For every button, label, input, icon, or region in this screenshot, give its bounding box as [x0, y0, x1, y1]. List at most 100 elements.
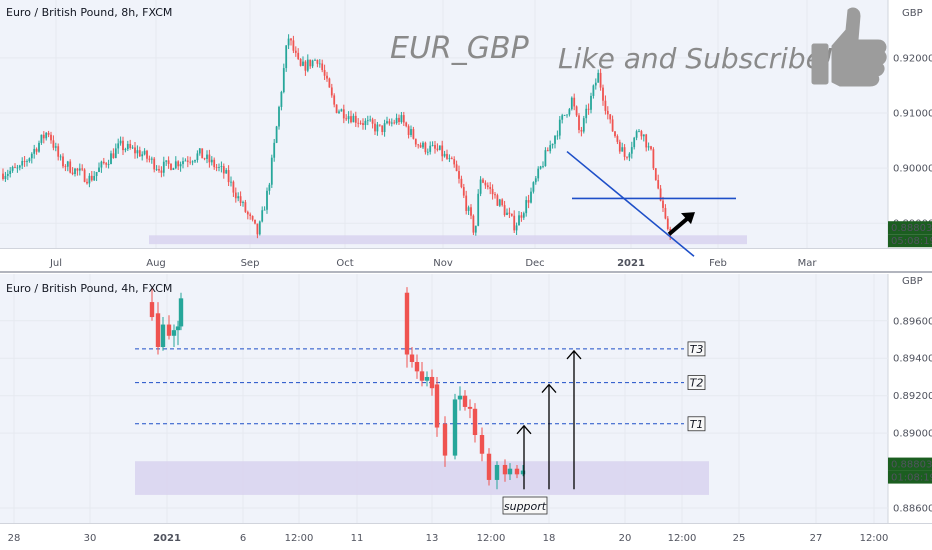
candle-body [201, 148, 204, 159]
candle-body [208, 154, 211, 163]
candle-body [510, 213, 513, 216]
candle-body [47, 132, 50, 135]
y-tick-label: 0.89400 [893, 354, 932, 365]
candle-body [138, 150, 141, 157]
candle-body [659, 188, 662, 201]
candle-body [470, 207, 472, 216]
countdown-label: 01:08:19 [891, 473, 932, 484]
candle-body [287, 38, 290, 46]
candle-body [263, 209, 266, 211]
x-tick-label: 11 [351, 533, 364, 544]
candle-body [171, 330, 177, 336]
target-label-box [687, 341, 706, 357]
candle-body [275, 126, 278, 143]
candle-body [587, 108, 590, 110]
candle-body [160, 170, 163, 173]
candle-body [381, 125, 384, 132]
x-tick-label: 12:00 [285, 533, 314, 544]
candle-body [452, 399, 458, 456]
candle-body [105, 163, 108, 165]
candle-body [83, 169, 86, 182]
candle-body [227, 170, 230, 183]
candle-body [215, 167, 218, 168]
candle-body [198, 148, 201, 154]
candle-body [23, 161, 26, 162]
candle-body [242, 202, 244, 203]
candle-body [254, 219, 256, 224]
y-tick-label: 0.89600 [893, 316, 932, 327]
candle-body [407, 126, 410, 135]
candle-body [638, 131, 640, 132]
candle-body [347, 116, 350, 120]
candle-body [359, 122, 362, 124]
candle-body [366, 120, 369, 122]
candle-body [549, 145, 552, 152]
candle-body [604, 100, 607, 111]
candle-body [419, 145, 422, 148]
candle-body [486, 185, 489, 188]
candle-body [585, 108, 588, 119]
candle-body [590, 95, 592, 110]
candle-body [203, 158, 206, 160]
candle-body [362, 123, 364, 126]
candle-body [330, 87, 333, 96]
candle-body [218, 166, 220, 168]
candle-body [479, 435, 485, 454]
x-tick-label: Mar [798, 258, 818, 269]
candle-body [74, 168, 76, 175]
candle-body [467, 406, 473, 409]
candle-body [400, 115, 403, 123]
candle-body [16, 167, 19, 169]
candle-body [42, 134, 45, 139]
candle-body [374, 123, 376, 132]
candle-body [59, 156, 62, 158]
candle-body [335, 104, 338, 113]
candle-body [467, 207, 470, 211]
candle-body [441, 145, 444, 157]
candle-body [530, 191, 532, 203]
candle-body [11, 166, 14, 171]
bottom-currency-label: GBP [902, 276, 923, 287]
candle-body [417, 144, 420, 146]
candle-body [232, 181, 235, 193]
candle-body [40, 134, 43, 143]
target-label-box [687, 375, 706, 390]
candle-body [338, 111, 340, 113]
candle-body [2, 173, 4, 180]
candle-body [318, 63, 321, 65]
candle-body [285, 45, 288, 69]
candle-body [246, 211, 249, 215]
candle-body [100, 161, 103, 168]
candle-body [582, 118, 585, 132]
candle-body [491, 188, 494, 195]
last-price-badge [888, 221, 932, 235]
candle-body [304, 61, 307, 71]
candle-body [482, 179, 484, 183]
candle-body [434, 145, 436, 149]
trend-line[interactable] [566, 150, 695, 257]
candle-body [390, 122, 393, 124]
target-label-t3: T3 [690, 343, 704, 356]
candle-body [434, 384, 440, 428]
candle-body [177, 161, 180, 167]
candle-body [386, 121, 388, 124]
candle-body [143, 150, 146, 155]
candle-body [149, 302, 155, 318]
x-tick-label: Feb [709, 258, 727, 269]
candle-body [404, 292, 410, 355]
candle-body [14, 166, 16, 168]
candle-body [158, 169, 160, 171]
candle-body [371, 119, 374, 124]
candle-body [594, 82, 597, 86]
x-tick-label: 12:00 [477, 533, 506, 544]
candle-body [354, 115, 357, 123]
candle-body [472, 215, 475, 233]
candle-body [30, 153, 33, 159]
y-tick-label: 0.89200 [893, 391, 932, 402]
candle-body [297, 52, 300, 59]
candle-body [57, 146, 60, 157]
candle-body [628, 153, 631, 158]
candle-body [630, 147, 633, 154]
candle-body [6, 173, 9, 176]
candle-body [136, 150, 139, 154]
